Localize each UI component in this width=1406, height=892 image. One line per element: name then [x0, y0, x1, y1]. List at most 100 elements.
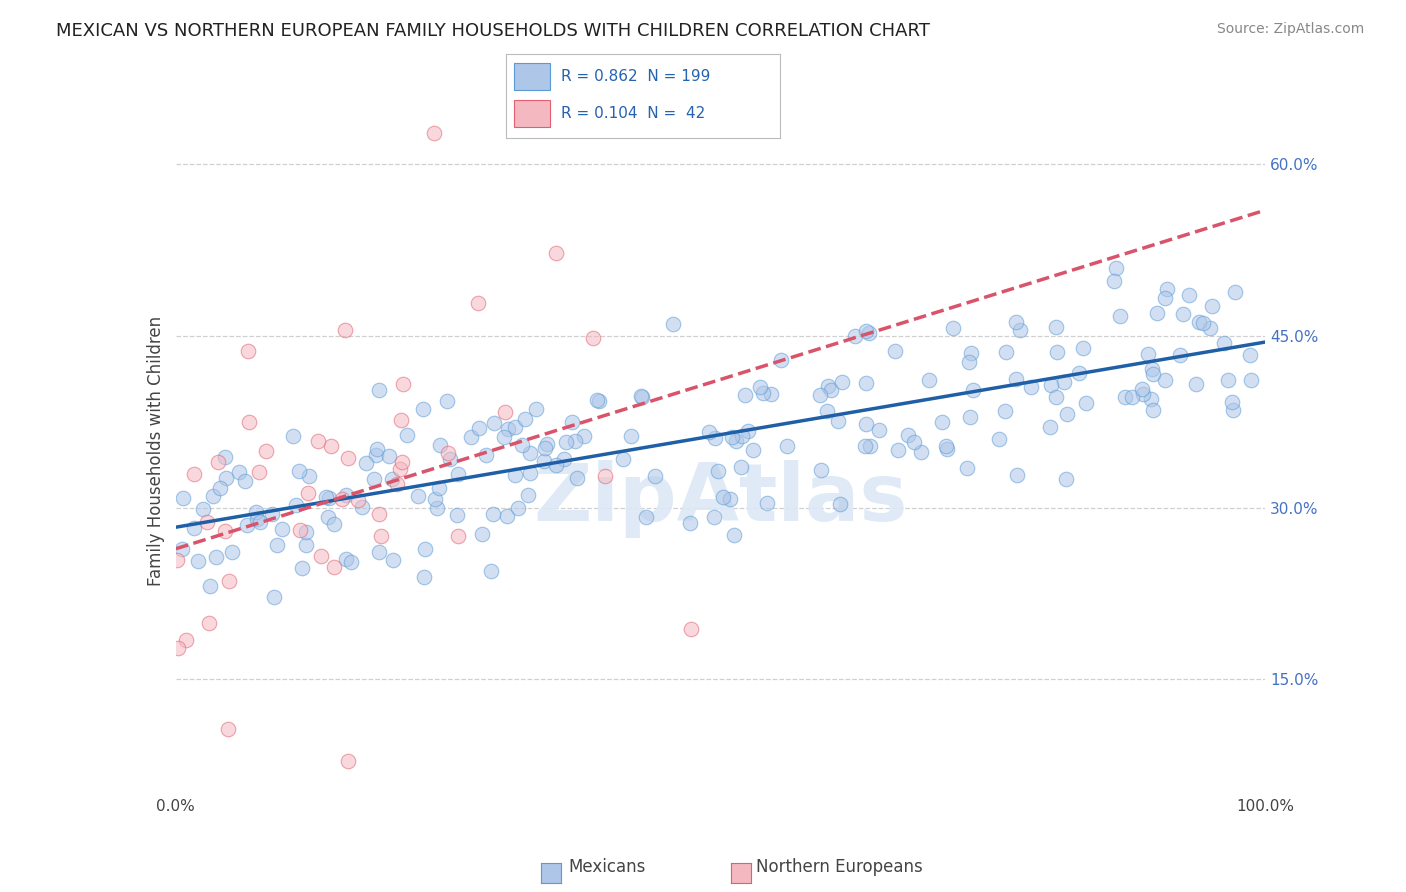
Point [492, 430, 515, 444]
Point [1039, 420, 1062, 434]
Point [249, 465, 271, 479]
Point [207, 455, 229, 469]
Point [1140, 361, 1163, 376]
Point [734, 387, 756, 401]
Point [183, 521, 205, 535]
Point [718, 491, 741, 506]
Point [776, 439, 799, 453]
Point [193, 501, 215, 516]
Point [737, 424, 759, 438]
Point [630, 389, 652, 403]
Point [855, 417, 877, 431]
Point [1105, 261, 1128, 276]
Text: MEXICAN VS NORTHERN EUROPEAN FAMILY HOUSEHOLDS WITH CHILDREN CORRELATION CHART: MEXICAN VS NORTHERN EUROPEAN FAMILY HOUS… [56, 22, 931, 40]
Point [460, 430, 482, 444]
Point [994, 345, 1017, 359]
Point [381, 472, 404, 486]
Point [422, 126, 444, 140]
Point [636, 509, 658, 524]
Point [1054, 472, 1077, 486]
Point [533, 454, 555, 468]
Point [266, 538, 288, 552]
Point [564, 434, 586, 448]
Point [429, 438, 451, 452]
Text: Mexicans: Mexicans [568, 858, 645, 876]
Point [321, 439, 343, 453]
Point [1132, 386, 1154, 401]
Point [706, 464, 728, 478]
Point [198, 616, 221, 631]
Point [307, 434, 329, 449]
Point [761, 386, 783, 401]
Point [619, 429, 641, 443]
Point [322, 516, 344, 531]
Point [295, 538, 318, 552]
Point [886, 443, 908, 458]
Point [337, 450, 360, 465]
Point [482, 508, 505, 522]
Point [367, 507, 389, 521]
Point [1192, 316, 1215, 330]
Point [245, 505, 267, 519]
Point [1067, 366, 1090, 380]
Point [555, 434, 578, 449]
Point [572, 429, 595, 443]
Point [644, 469, 666, 483]
Point [1074, 396, 1097, 410]
Point [214, 450, 236, 464]
Point [205, 549, 228, 564]
Point [233, 475, 256, 489]
Point [291, 561, 314, 575]
Point [1156, 281, 1178, 295]
Point [471, 526, 494, 541]
Point [496, 509, 519, 524]
Point [723, 528, 745, 542]
Point [336, 754, 359, 768]
Point [238, 415, 260, 429]
Point [962, 384, 984, 398]
Point [309, 549, 332, 563]
Y-axis label: Family Households with Children: Family Households with Children [148, 316, 166, 585]
Point [756, 496, 779, 510]
Point [318, 491, 340, 505]
Point [515, 411, 537, 425]
Point [370, 529, 392, 543]
Point [209, 481, 232, 495]
Point [218, 574, 240, 589]
Point [332, 491, 354, 506]
Point [1168, 348, 1191, 362]
Point [323, 559, 346, 574]
Point [741, 443, 763, 458]
Point [731, 429, 754, 443]
Point [853, 440, 876, 454]
Point [1040, 378, 1063, 392]
FancyBboxPatch shape [515, 62, 550, 90]
Point [1173, 307, 1195, 321]
Point [1146, 305, 1168, 319]
Point [298, 469, 321, 483]
Point [855, 376, 877, 390]
Point [297, 485, 319, 500]
Point [721, 430, 744, 444]
Point [172, 491, 194, 505]
Point [283, 429, 305, 443]
Point [284, 498, 307, 512]
Point [630, 390, 652, 404]
Point [1178, 288, 1201, 302]
Point [396, 427, 419, 442]
Point [228, 465, 250, 479]
Point [214, 524, 236, 538]
Point [917, 373, 939, 387]
Point [215, 470, 238, 484]
Point [505, 420, 527, 434]
Point [1239, 348, 1261, 362]
Point [1130, 382, 1153, 396]
Point [217, 722, 239, 736]
Point [263, 590, 285, 604]
Point [315, 490, 337, 504]
Point [697, 425, 720, 439]
Point [1154, 291, 1177, 305]
Point [519, 466, 541, 480]
Point [1045, 319, 1067, 334]
Point [1021, 380, 1043, 394]
